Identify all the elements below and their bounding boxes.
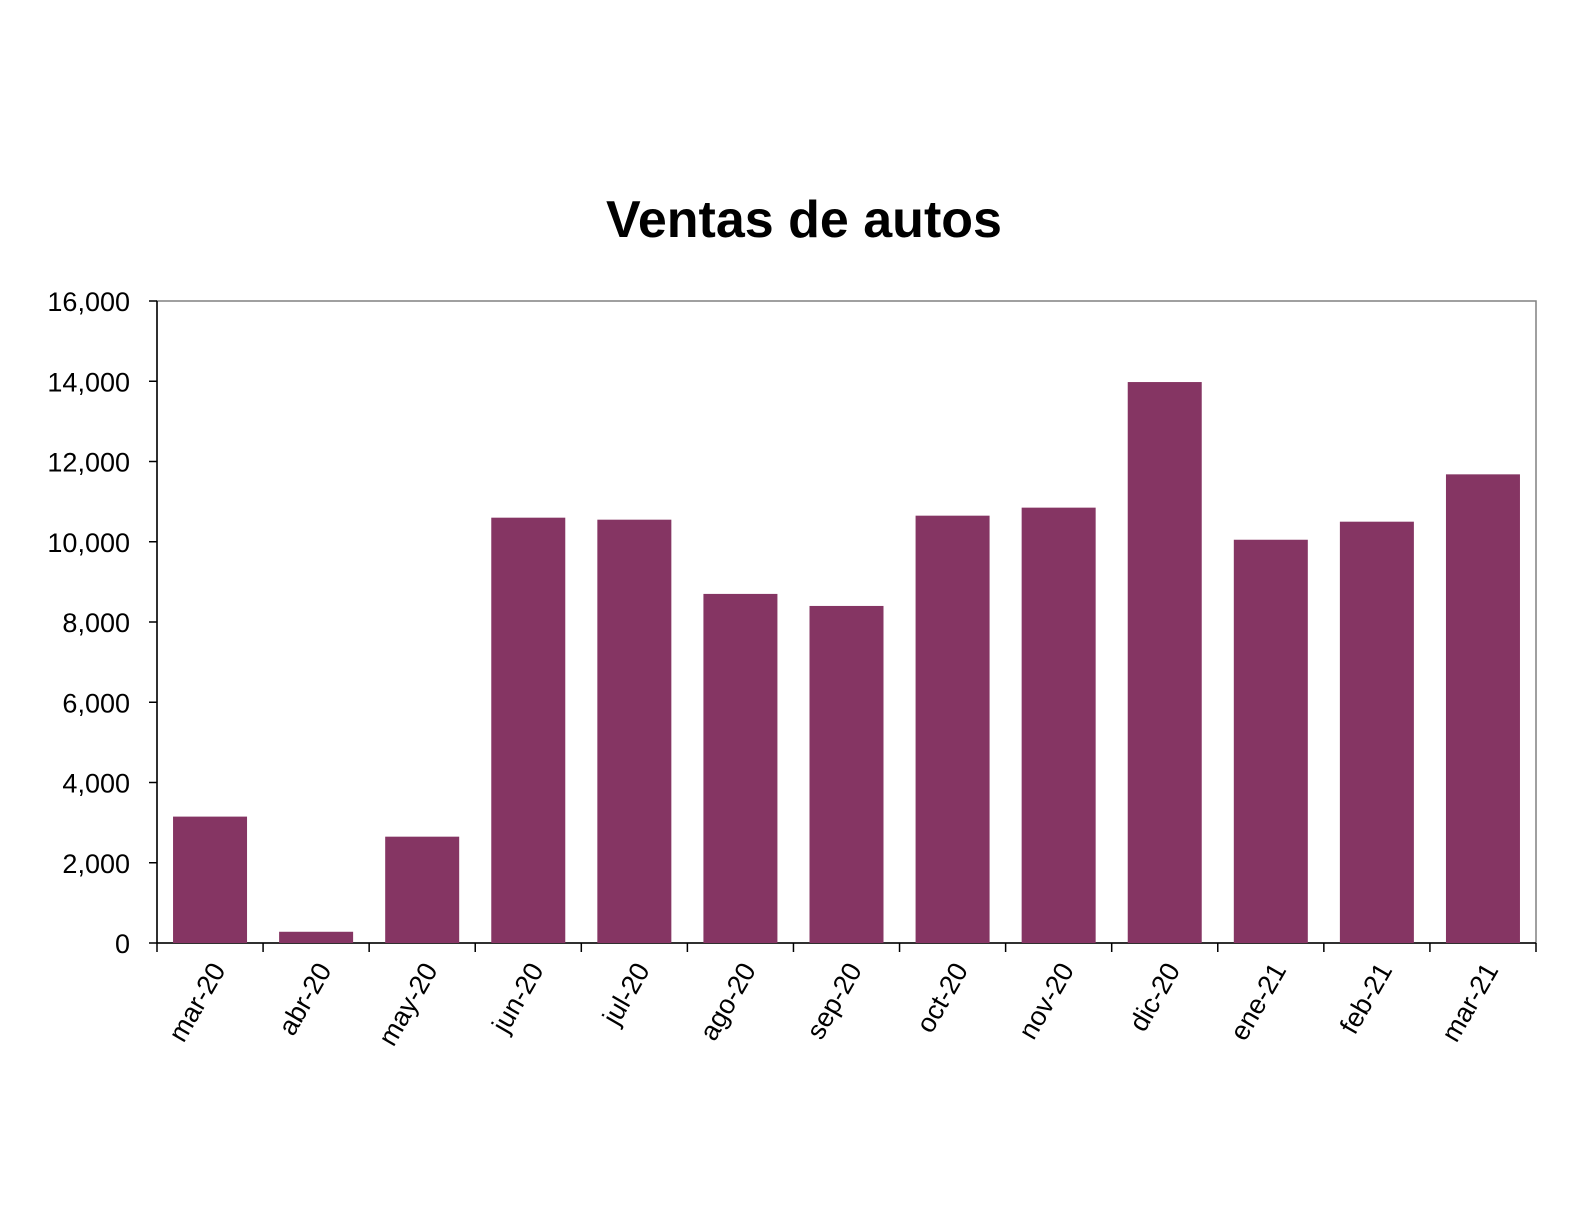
bar-nov-20	[1021, 507, 1096, 943]
x-tick-label: mar-21	[1436, 958, 1505, 1047]
bar-jul-20	[597, 519, 672, 943]
y-tick-label: 12,000	[47, 448, 130, 478]
bar-jun-20	[491, 517, 566, 943]
y-tick-label: 8,000	[62, 608, 130, 638]
x-tick-label: dic-20	[1123, 958, 1186, 1037]
x-axis: mar-20 abr-20 may-20 jun-20 jul-20 ago-20 sep-…	[156, 942, 1537, 1051]
bar-ago-20	[703, 593, 778, 943]
x-tick-label: ago-20	[694, 958, 762, 1046]
y-tick-label: 14,000	[47, 367, 130, 397]
bar-oct-20	[915, 515, 990, 943]
bar-dic-20	[1127, 382, 1202, 943]
bar-feb-21	[1339, 521, 1414, 943]
y-tick-label: 4,000	[62, 769, 130, 799]
x-tick-label: abr-20	[272, 958, 337, 1041]
y-tick-label: 16,000	[47, 287, 130, 317]
y-tick-label: 0	[115, 929, 130, 959]
x-tick-label: nov-20	[1013, 958, 1080, 1045]
x-tick-label: ene-21	[1224, 958, 1292, 1046]
x-tick-label: mar-20	[163, 958, 232, 1047]
bar-mar-21	[1445, 474, 1520, 943]
bars	[173, 382, 1520, 943]
x-tick-label: jun-20	[486, 958, 550, 1039]
x-tick-label: oct-20	[910, 958, 974, 1038]
x-tick-label: sep-20	[801, 958, 868, 1045]
y-tick-label: 2,000	[62, 849, 130, 879]
bar-ene-21	[1233, 539, 1308, 943]
y-tick-label: 10,000	[47, 528, 130, 558]
bar-may-20	[385, 836, 460, 943]
y-tick-label: 6,000	[62, 688, 130, 718]
bar-abr-20	[279, 931, 354, 943]
chart-title: Ventas de autos	[606, 191, 1002, 249]
bar-mar-20	[173, 816, 248, 943]
y-axis: 0 2,000 4,000 6,000 8,000 10,000 12,000 14,000 1…	[47, 287, 158, 959]
bar-sep-20	[809, 605, 884, 943]
x-tick-label: may-20	[373, 958, 444, 1051]
x-tick-label: jul-20	[596, 958, 656, 1031]
x-tick-label: feb-21	[1334, 958, 1398, 1039]
